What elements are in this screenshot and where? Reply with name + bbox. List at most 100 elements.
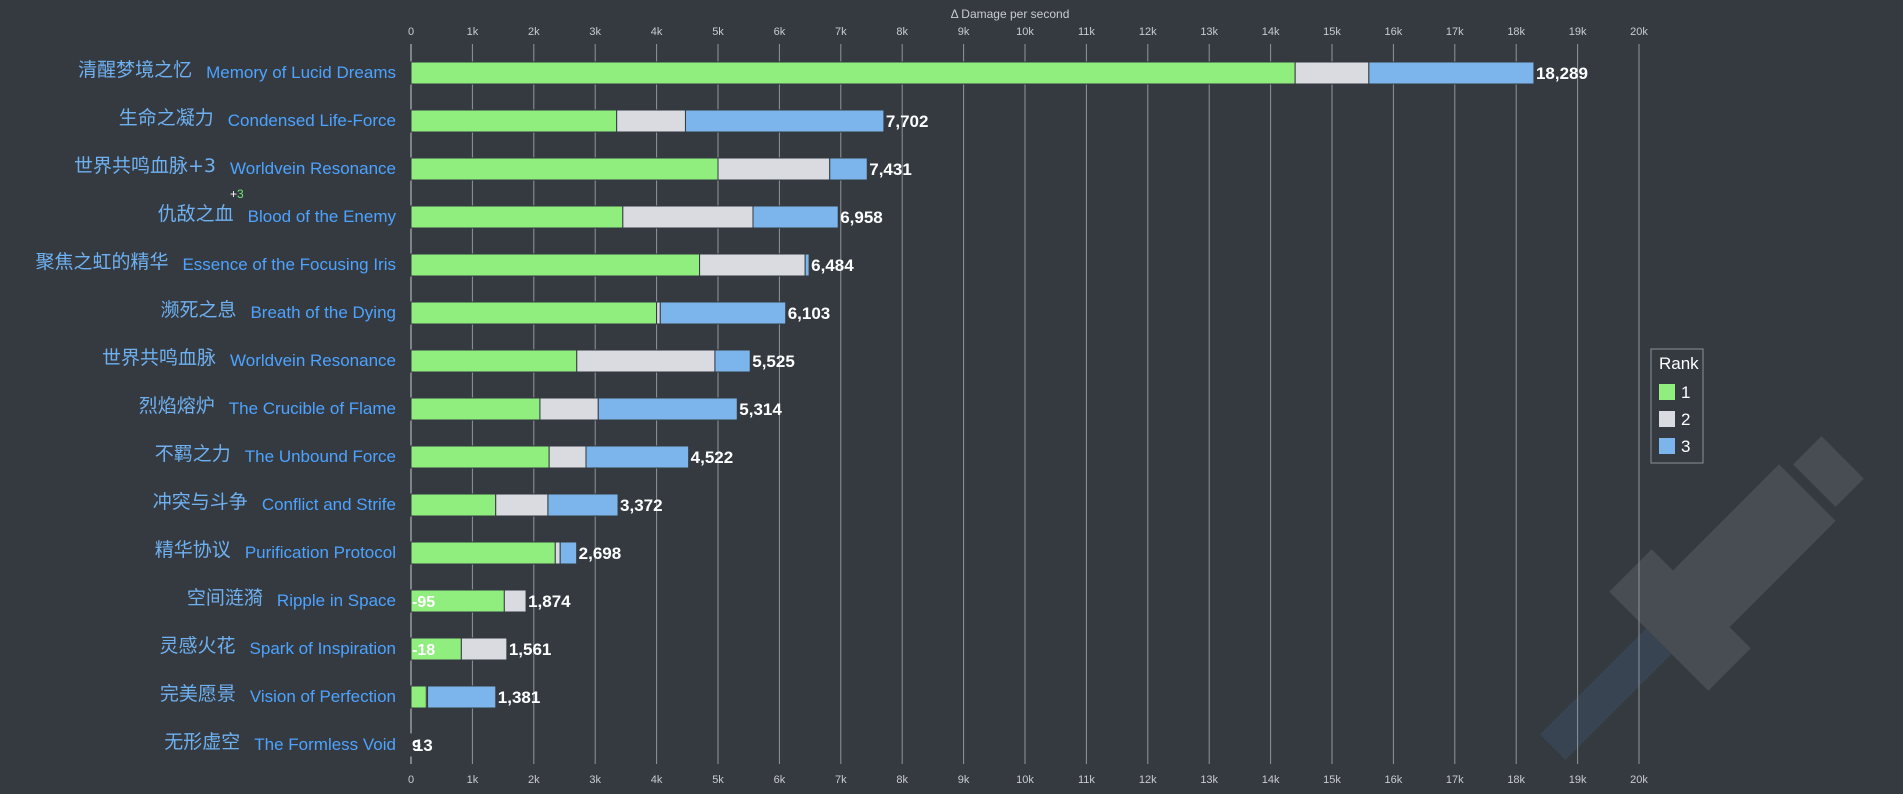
bar-segment-rank-2 bbox=[656, 301, 661, 325]
total-label: 6,103 bbox=[788, 304, 831, 323]
bar-row bbox=[410, 301, 787, 325]
bar-segment-rank-2 bbox=[699, 253, 806, 277]
total-label: 6,484 bbox=[811, 256, 854, 275]
item-name-cn: 清醒梦境之忆 bbox=[78, 59, 192, 81]
item-name-en: The Formless Void bbox=[254, 735, 396, 754]
bar-row bbox=[410, 205, 839, 229]
bar-segment-rank-2 bbox=[548, 445, 587, 469]
item-name-en: Vision of Perfection bbox=[250, 687, 396, 706]
category-labels: Memory of Lucid Dreams 清醒梦境之忆 Condensed Li… bbox=[35, 59, 396, 754]
x-tick-label: 3k bbox=[589, 774, 601, 786]
bar-segment-rank-2 bbox=[576, 349, 716, 373]
bar-row bbox=[410, 157, 868, 181]
x-tick-label: 3k bbox=[589, 26, 601, 38]
bar-row bbox=[410, 733, 413, 757]
bar-segment-rank-3 bbox=[585, 445, 690, 469]
x-axis-top: 0 1k 2k 3k 4k 5k 6k 7k 8k 9k 10k 11k 12k 13k 14k 15k 16k… bbox=[408, 26, 1648, 38]
bar-row bbox=[410, 349, 751, 373]
item-name-cn: 灵感火花 bbox=[160, 635, 236, 657]
rank-note: +3 bbox=[230, 187, 244, 201]
bar-row bbox=[410, 493, 619, 517]
bar-segment-rank-2 bbox=[539, 397, 599, 421]
legend-swatch-rank-1 bbox=[1659, 384, 1675, 400]
bar-segment-rank-2 bbox=[616, 109, 686, 133]
total-label: 18,289 bbox=[1536, 64, 1588, 83]
x-tick-label: 18k bbox=[1507, 26, 1525, 38]
x-tick-label: 4k bbox=[651, 26, 663, 38]
x-tick-label: 11k bbox=[1078, 774, 1095, 786]
bar-segment-rank-1 bbox=[410, 109, 618, 133]
item-name-en: Worldvein Resonance bbox=[230, 351, 396, 370]
x-tick-label: 4k bbox=[651, 774, 663, 786]
total-label: 1,561 bbox=[509, 640, 552, 659]
item-name-cn: 冲突与斗争 bbox=[153, 491, 248, 513]
total-label: 7,431 bbox=[869, 160, 912, 179]
negative-label: -95 bbox=[412, 594, 435, 611]
item-name-cn: 完美愿景 bbox=[160, 683, 236, 705]
bar-segment-rank-1 bbox=[410, 253, 701, 277]
rank-note-plus: + bbox=[230, 187, 237, 201]
total-label: 5,525 bbox=[752, 352, 795, 371]
bar-segment-rank-3 bbox=[752, 205, 839, 229]
total-label: 2,698 bbox=[579, 544, 622, 563]
x-tick-label: 20k bbox=[1630, 774, 1648, 786]
bar-row bbox=[410, 109, 885, 133]
x-tick-label: 0 bbox=[408, 774, 414, 786]
item-name-cn: 聚焦之虹的精华 bbox=[35, 251, 168, 273]
item-name-en: Ripple in Space bbox=[277, 591, 396, 610]
item-name-en: Conflict and Strife bbox=[262, 495, 396, 514]
item-name-cn: 世界共鸣血脉 bbox=[102, 347, 216, 369]
hammer-watermark-icon bbox=[1539, 436, 1864, 761]
bar-segment-rank-2 bbox=[503, 589, 527, 613]
x-tick-label: 12k bbox=[1139, 774, 1157, 786]
bar-row bbox=[410, 445, 690, 469]
x-tick-label: 11k bbox=[1078, 26, 1095, 38]
item-name-en: The Crucible of Flame bbox=[229, 399, 396, 418]
item-name-en: Breath of the Dying bbox=[250, 303, 396, 322]
item-name-en: Essence of the Focusing Iris bbox=[182, 255, 396, 274]
x-tick-label: 13k bbox=[1200, 774, 1218, 786]
bar-row bbox=[410, 253, 810, 277]
x-tick-label: 6k bbox=[774, 26, 786, 38]
x-tick-label: 10k bbox=[1016, 26, 1034, 38]
legend: Rank 1 2 3 bbox=[1650, 348, 1704, 464]
total-label: 4,522 bbox=[691, 448, 734, 467]
bar-segment-rank-2 bbox=[495, 493, 549, 517]
x-tick-label: 6k bbox=[774, 774, 786, 786]
bar-segment-rank-2 bbox=[622, 205, 754, 229]
bar-segment-rank-2 bbox=[717, 157, 831, 181]
bar-segment-rank-1 bbox=[410, 157, 719, 181]
x-tick-label: 17k bbox=[1446, 26, 1464, 38]
bar-segment-rank-2 bbox=[1294, 61, 1370, 85]
x-tick-label: 2k bbox=[528, 26, 540, 38]
x-tick-label: 16k bbox=[1385, 774, 1403, 786]
bar-segment-rank-1 bbox=[410, 493, 497, 517]
legend-swatch-rank-2 bbox=[1659, 411, 1675, 427]
x-tick-label: 0 bbox=[408, 26, 414, 38]
item-name-en: The Unbound Force bbox=[245, 447, 396, 466]
bar-segment-rank-2 bbox=[460, 637, 508, 661]
x-tick-label: 8k bbox=[896, 26, 908, 38]
legend-label: 3 bbox=[1681, 437, 1690, 456]
bar-segment-rank-1 bbox=[410, 397, 541, 421]
x-tick-label: 15k bbox=[1323, 26, 1341, 38]
item-name-cn: 无形虚空 bbox=[164, 731, 240, 753]
bar-segment-rank-1 bbox=[410, 205, 624, 229]
bar-row bbox=[410, 589, 527, 613]
x-axis-title: Δ Damage per second bbox=[951, 7, 1070, 21]
bar-segment-rank-1 bbox=[410, 61, 1296, 85]
rank-note-value: 3 bbox=[237, 187, 244, 201]
total-label: 5,314 bbox=[739, 400, 782, 419]
x-tick-label: 7k bbox=[835, 774, 847, 786]
x-tick-label: 18k bbox=[1507, 774, 1525, 786]
item-name-cn: 精华协议 bbox=[155, 539, 231, 561]
legend-swatch-rank-3 bbox=[1659, 438, 1675, 454]
item-name-cn: 空间涟漪 bbox=[187, 587, 263, 609]
legend-label: 1 bbox=[1681, 383, 1690, 402]
bar-segment-rank-3 bbox=[804, 253, 810, 277]
x-tick-label: 9k bbox=[958, 774, 970, 786]
x-tick-label: 7k bbox=[835, 26, 847, 38]
bar-row bbox=[410, 541, 578, 565]
total-label: 13 bbox=[414, 736, 433, 755]
